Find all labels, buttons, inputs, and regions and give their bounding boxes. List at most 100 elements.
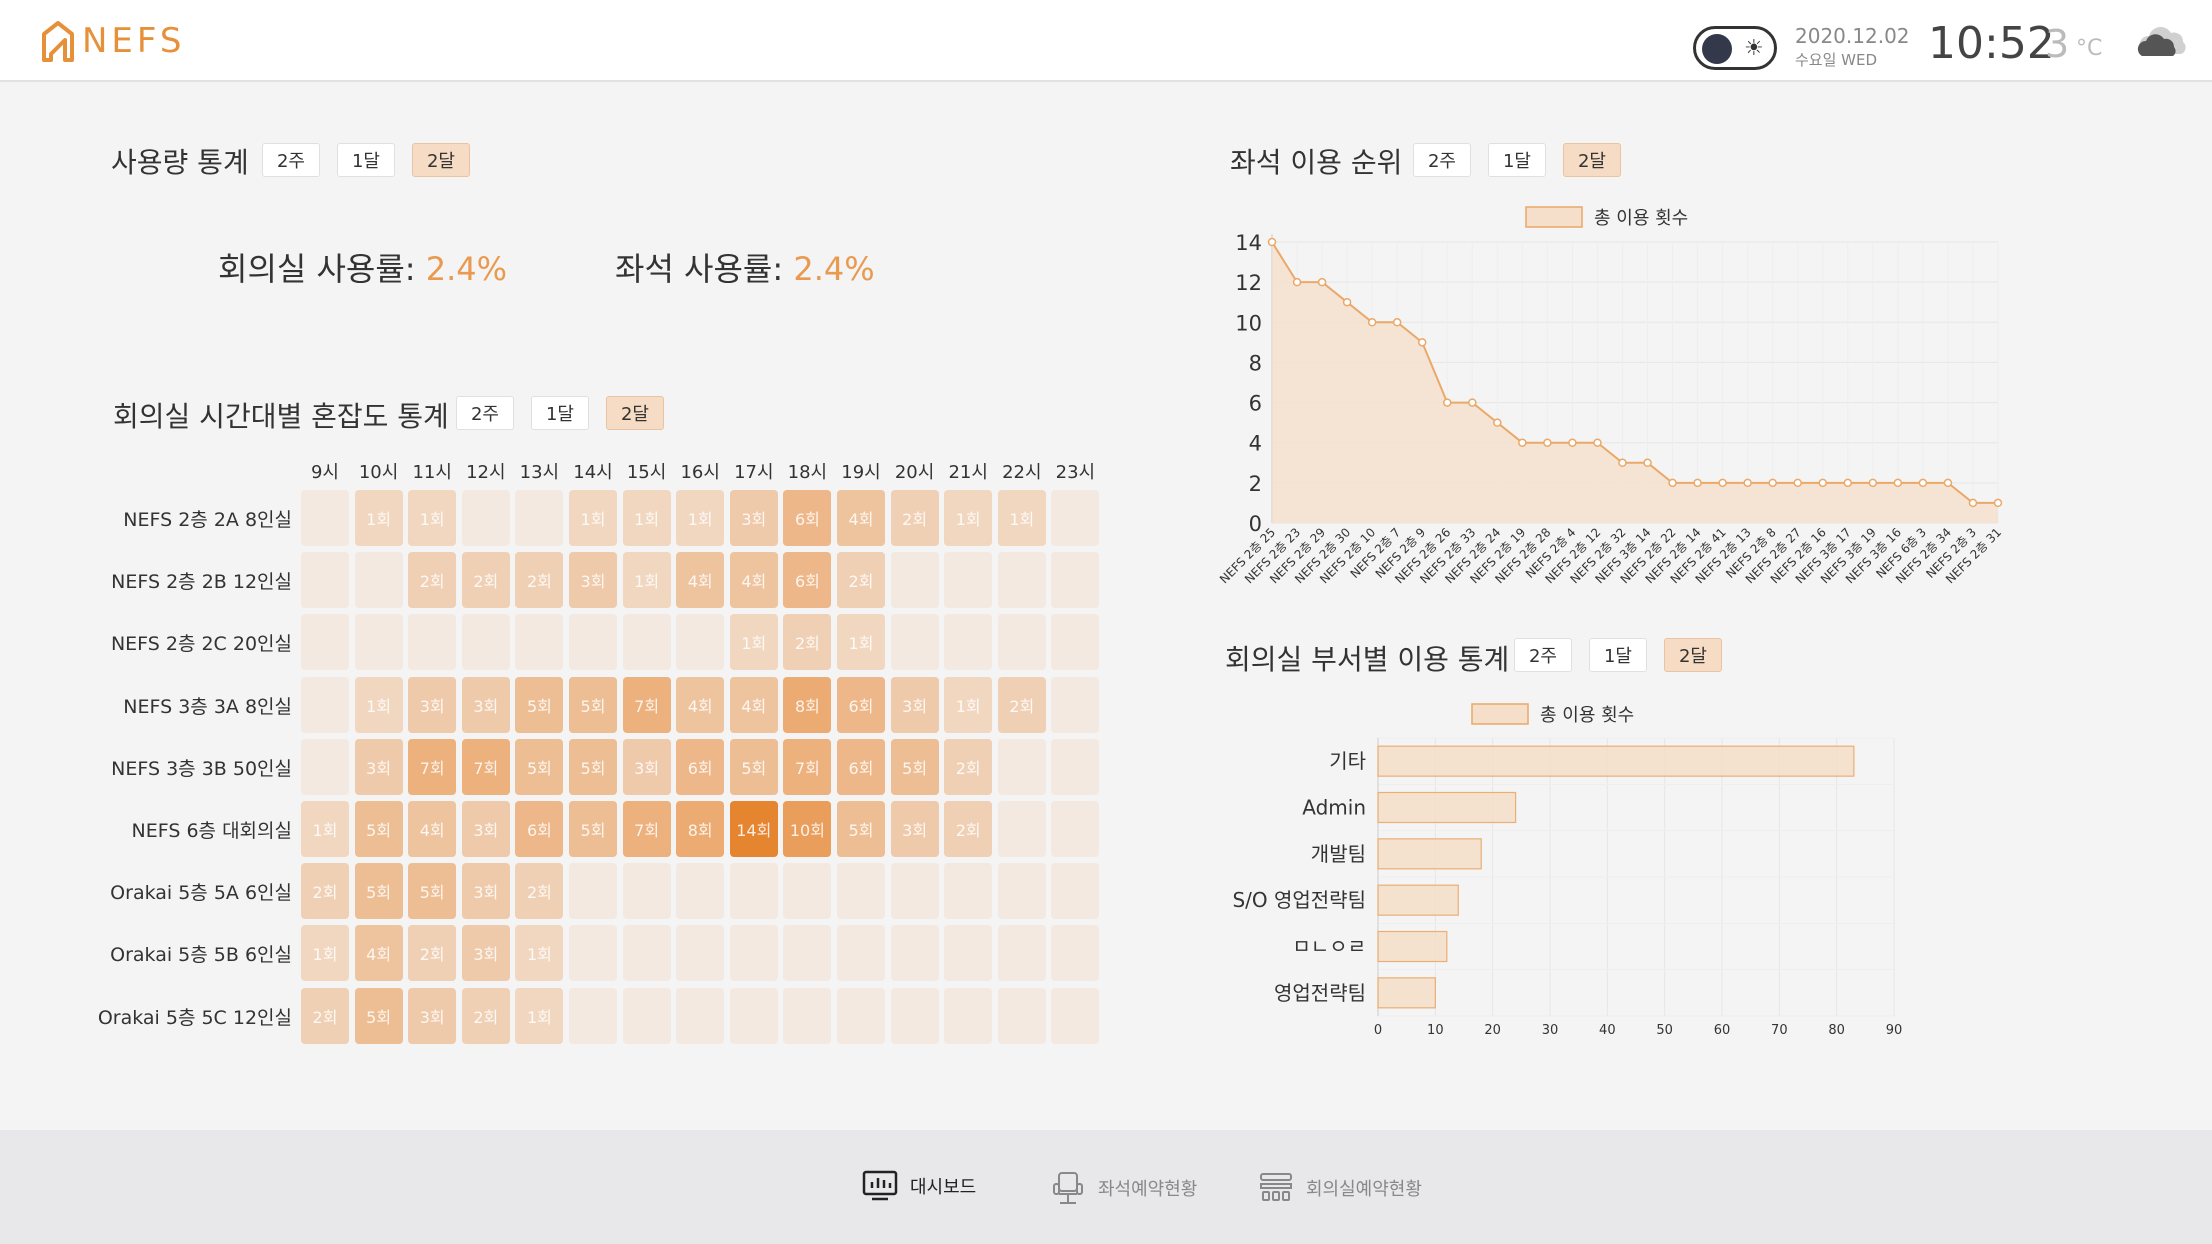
heatmap-cell[interactable] [1051,614,1100,671]
heatmap-cell[interactable]: 3회 [354,738,403,795]
heatmap-cell[interactable]: 2회 [515,552,564,609]
heatmap-cell[interactable] [837,987,885,1044]
heatmap-cell[interactable]: 2회 [783,614,832,671]
heatmap-cell[interactable]: 2회 [461,987,510,1044]
heatmap-cell[interactable]: 5회 [354,987,403,1044]
heatmap-cell[interactable]: 1회 [944,676,993,733]
heatmap-cell[interactable] [622,987,671,1044]
heatmap-cell[interactable]: 3회 [890,801,939,857]
heatmap-cell[interactable]: 1회 [837,614,885,671]
heatmap-cell[interactable]: 7회 [408,738,457,795]
heatmap-cell[interactable]: 6회 [515,801,564,857]
heatmap-cell[interactable] [944,614,993,671]
heatmap-cell[interactable]: 3회 [461,676,510,733]
heatmap-cell[interactable] [461,614,510,671]
heatmap-cell[interactable] [1051,863,1100,920]
heatmap-cell[interactable]: 5회 [354,863,403,920]
heatmap-cell[interactable] [408,614,457,671]
heatmap-cell[interactable] [997,738,1046,795]
heatmap-cell[interactable]: 1회 [354,676,403,733]
heatmap-cell[interactable] [622,925,671,982]
heatmap-cell[interactable]: 3회 [622,738,671,795]
heatmap-cell[interactable]: 2회 [944,801,993,857]
heatmap-cell[interactable]: 7회 [461,738,510,795]
heatmap-cell[interactable] [676,614,725,671]
heatmap-cell[interactable] [729,925,778,982]
heatmap-cell[interactable]: 4회 [729,676,778,733]
heatmap-cell[interactable]: 5회 [837,801,885,857]
heatmap-cell[interactable] [997,987,1046,1044]
heatmap-cell[interactable]: 5회 [515,676,564,733]
heatmap-cell[interactable] [569,863,617,920]
heatmap-cell[interactable]: 7회 [622,676,671,733]
heatmap-cell[interactable]: 3회 [461,801,510,857]
heatmap-cell[interactable]: 5회 [354,801,403,857]
heatmap-cell[interactable]: 3회 [729,490,778,546]
period-2week-button[interactable]: 2주 [456,396,514,430]
nav-seat-reservation[interactable]: 좌석예약현황 [1050,1170,1197,1206]
heatmap-cell[interactable] [301,614,349,671]
heatmap-cell[interactable]: 2회 [837,552,885,609]
heatmap-cell[interactable] [944,863,993,920]
heatmap-cell[interactable]: 6회 [676,738,725,795]
heatmap-cell[interactable] [890,614,939,671]
period-2month-button[interactable]: 2달 [1664,638,1722,672]
period-1month-button[interactable]: 1달 [337,143,395,177]
heatmap-cell[interactable] [301,552,349,609]
heatmap-cell[interactable]: 1회 [515,987,564,1044]
heatmap-cell[interactable]: 6회 [837,738,885,795]
heatmap-cell[interactable] [729,863,778,920]
heatmap-cell[interactable]: 3회 [408,676,457,733]
heatmap-cell[interactable]: 5회 [890,738,939,795]
heatmap-cell[interactable]: 2회 [408,552,457,609]
heatmap-cell[interactable] [783,987,832,1044]
heatmap-cell[interactable]: 2회 [301,863,349,920]
heatmap-cell[interactable]: 5회 [515,738,564,795]
heatmap-cell[interactable]: 4회 [354,925,403,982]
heatmap-cell[interactable] [997,552,1046,609]
heatmap-cell[interactable] [1051,676,1100,733]
heatmap-cell[interactable] [890,863,939,920]
heatmap-cell[interactable]: 8회 [783,676,832,733]
heatmap-cell[interactable]: 4회 [837,490,885,546]
heatmap-cell[interactable]: 6회 [783,490,832,546]
heatmap-cell[interactable]: 1회 [354,490,403,546]
heatmap-cell[interactable]: 3회 [461,863,510,920]
period-1month-button[interactable]: 1달 [531,396,589,430]
heatmap-cell[interactable] [944,987,993,1044]
heatmap-cell[interactable]: 2회 [997,676,1046,733]
heatmap-cell[interactable] [461,490,510,546]
heatmap-cell[interactable]: 5회 [569,801,617,857]
heatmap-cell[interactable] [301,490,349,546]
heatmap-cell[interactable] [301,738,349,795]
heatmap-cell[interactable] [783,925,832,982]
period-2month-button[interactable]: 2달 [1563,143,1621,177]
heatmap-cell[interactable] [676,925,725,982]
heatmap-cell[interactable]: 1회 [944,490,993,546]
heatmap-cell[interactable] [569,987,617,1044]
heatmap-cell[interactable]: 2회 [944,738,993,795]
nav-meeting-room-reservation[interactable]: 회의실예약현황 [1258,1170,1422,1206]
heatmap-cell[interactable] [837,863,885,920]
heatmap-cell[interactable]: 2회 [515,863,564,920]
heatmap-cell[interactable] [890,987,939,1044]
heatmap-cell[interactable] [1051,987,1100,1044]
heatmap-cell[interactable]: 1회 [301,801,349,857]
heatmap-cell[interactable] [1051,738,1100,795]
heatmap-cell[interactable] [997,925,1046,982]
period-2week-button[interactable]: 2주 [262,143,320,177]
heatmap-cell[interactable] [997,863,1046,920]
theme-toggle[interactable]: ☀ [1693,26,1777,70]
heatmap-cell[interactable]: 4회 [676,552,725,609]
heatmap-cell[interactable] [997,614,1046,671]
heatmap-cell[interactable]: 5회 [408,863,457,920]
heatmap-cell[interactable]: 1회 [569,490,617,546]
heatmap-cell[interactable]: 4회 [408,801,457,857]
heatmap-cell[interactable]: 6회 [783,552,832,609]
heatmap-cell[interactable] [783,863,832,920]
heatmap-cell[interactable] [944,552,993,609]
heatmap-cell[interactable] [301,676,349,733]
nav-dashboard[interactable]: 대시보드 [862,1170,976,1202]
heatmap-cell[interactable]: 2회 [461,552,510,609]
heatmap-cell[interactable] [1051,925,1100,982]
